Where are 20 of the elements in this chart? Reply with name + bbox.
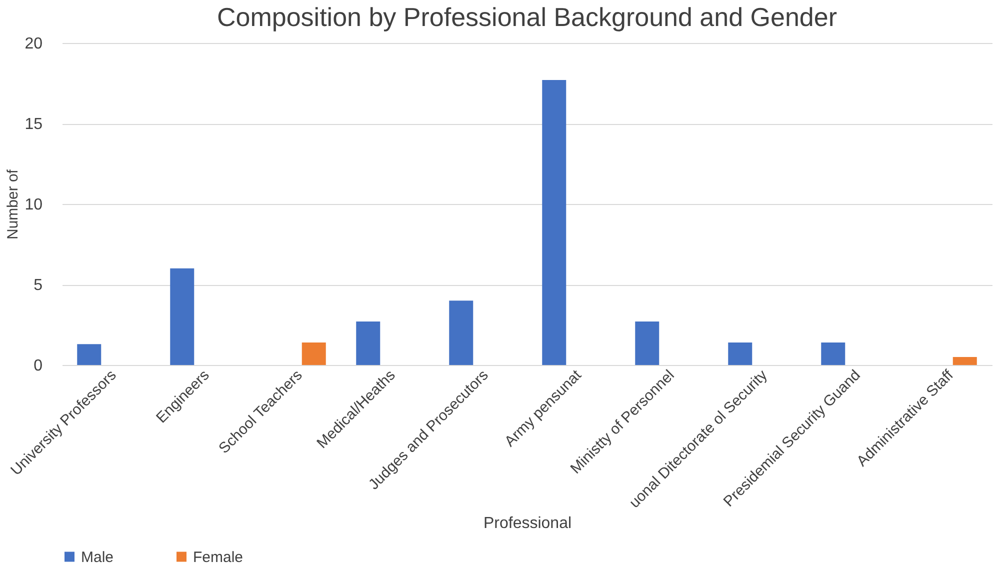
bar: [302, 342, 326, 365]
legend-label: Male: [81, 548, 114, 566]
bar: [449, 300, 474, 365]
y-axis-title: Number of: [4, 168, 22, 240]
bar: [728, 342, 752, 365]
legend-label: Female: [193, 548, 244, 566]
y-tick-label: 10: [24, 196, 43, 214]
bar: [635, 322, 660, 365]
bar: [952, 356, 977, 365]
bar: [821, 342, 846, 365]
bar: [170, 268, 194, 365]
y-tick-label: 15: [24, 116, 43, 133]
x-axis-title: Professional: [483, 514, 572, 532]
chart-title: Composition by Professional Background and Gender: [216, 2, 838, 32]
y-tick-label: 0: [34, 358, 43, 374]
bar: [356, 322, 380, 365]
y-tick-label: 5: [34, 277, 43, 294]
bar: [77, 344, 102, 365]
bar: [542, 80, 566, 365]
y-tick-label: 20: [24, 36, 43, 52]
